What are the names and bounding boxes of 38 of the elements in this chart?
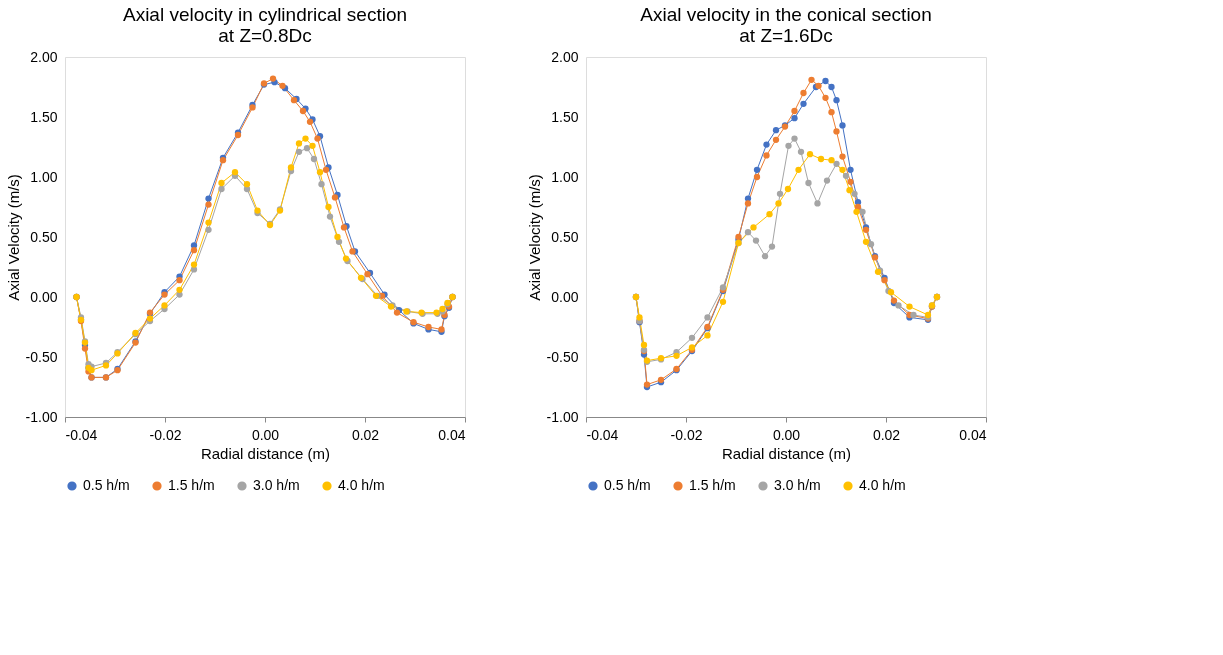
x-tick-label: 0.04 (438, 426, 466, 443)
x-tick-label: 0.00 (251, 426, 280, 443)
x-axis-title: Radial distance (m) (200, 444, 331, 462)
y-tick-label: 2.00 (30, 48, 58, 65)
legend-label: 1.5 h/m (689, 477, 736, 493)
y-tick-label: 0.50 (551, 228, 579, 245)
y-tick-label: -1.00 (25, 408, 58, 425)
y-tick-label: -0.50 (25, 348, 58, 365)
y-tick-label: -0.50 (546, 348, 579, 365)
x-tick-label: -0.04 (65, 426, 98, 443)
y-tick-label: 1.50 (30, 108, 58, 125)
x-tick-label: -0.02 (670, 426, 703, 443)
y-tick-label: 2.00 (551, 48, 579, 65)
legend-label: 0.5 h/m (83, 477, 130, 493)
y-tick-label: 1.00 (551, 168, 579, 185)
y-tick-label: 0.50 (30, 228, 58, 245)
legend-label: 4.0 h/m (859, 477, 906, 493)
legend-label: 1.5 h/m (168, 477, 215, 493)
x-tick-label: 0.02 (872, 426, 901, 443)
y-tick-label: 0.00 (30, 288, 58, 305)
y-tick-label: 1.00 (30, 168, 58, 185)
x-tick-label: 0.00 (772, 426, 801, 443)
y-tick-label: 1.50 (551, 108, 579, 125)
legend-label: 3.0 h/m (774, 477, 821, 493)
x-tick-label: -0.04 (586, 426, 619, 443)
x-tick-label: 0.02 (351, 426, 380, 443)
x-axis-title: Radial distance (m) (721, 444, 852, 462)
x-tick-label: -0.02 (149, 426, 182, 443)
chart-title: Axial velocity in cylindrical section at Z=0.8Dc (122, 4, 408, 46)
chart-title: Axial velocity in the conical section at Z=1.6Dc (640, 4, 932, 46)
legend-label: 4.0 h/m (338, 477, 385, 493)
legend-label: 0.5 h/m (604, 477, 651, 493)
x-tick-label: 0.04 (959, 426, 987, 443)
y-tick-label: -1.00 (546, 408, 579, 425)
legend-label: 3.0 h/m (253, 477, 300, 493)
y-axis-title: Axial Velocity (m/s) (4, 174, 22, 301)
y-axis-title: Axial Velocity (m/s) (525, 174, 543, 301)
y-tick-label: 0.00 (551, 288, 579, 305)
